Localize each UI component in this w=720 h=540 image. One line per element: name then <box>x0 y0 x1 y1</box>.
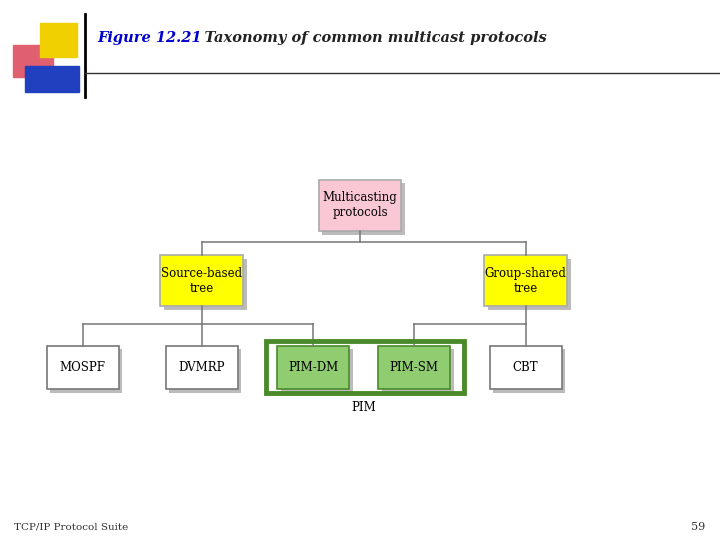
Bar <box>13 45 53 77</box>
Text: DVMRP: DVMRP <box>179 361 225 374</box>
FancyBboxPatch shape <box>382 349 454 393</box>
Text: TCP/IP Protocol Suite: TCP/IP Protocol Suite <box>14 522 129 531</box>
Text: Taxonomy of common multicast protocols: Taxonomy of common multicast protocols <box>184 31 546 45</box>
Text: Source-based
tree: Source-based tree <box>161 267 242 295</box>
FancyBboxPatch shape <box>166 346 238 389</box>
Text: PIM: PIM <box>351 401 376 414</box>
FancyBboxPatch shape <box>50 349 122 393</box>
FancyBboxPatch shape <box>490 346 562 389</box>
Text: Multicasting
protocols: Multicasting protocols <box>323 191 397 219</box>
Text: Group-shared
tree: Group-shared tree <box>485 267 567 295</box>
FancyBboxPatch shape <box>323 184 405 234</box>
FancyBboxPatch shape <box>493 349 565 393</box>
Text: MOSPF: MOSPF <box>60 361 106 374</box>
Text: 59: 59 <box>691 522 706 531</box>
Text: PIM-SM: PIM-SM <box>390 361 438 374</box>
FancyBboxPatch shape <box>319 179 402 231</box>
FancyBboxPatch shape <box>378 346 450 389</box>
FancyBboxPatch shape <box>169 349 241 393</box>
FancyBboxPatch shape <box>164 259 246 310</box>
FancyBboxPatch shape <box>484 255 567 306</box>
Bar <box>40 23 77 57</box>
Bar <box>25 66 79 92</box>
Bar <box>266 341 464 393</box>
FancyBboxPatch shape <box>488 259 571 310</box>
FancyBboxPatch shape <box>277 346 349 389</box>
Text: Figure 12.21: Figure 12.21 <box>97 31 202 45</box>
FancyBboxPatch shape <box>281 349 353 393</box>
FancyBboxPatch shape <box>47 346 119 389</box>
Text: CBT: CBT <box>513 361 539 374</box>
Text: PIM-DM: PIM-DM <box>288 361 338 374</box>
FancyBboxPatch shape <box>161 255 243 306</box>
